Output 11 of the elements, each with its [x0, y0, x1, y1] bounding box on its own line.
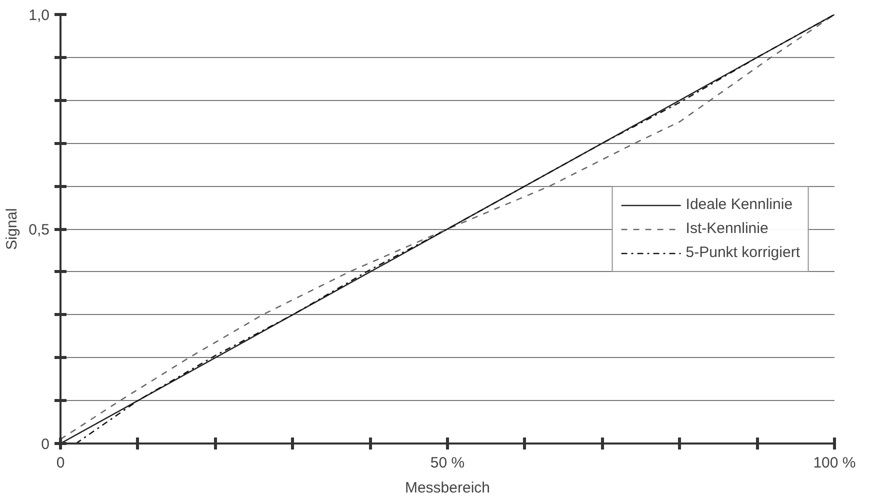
x-tick-label: 100 % — [813, 454, 856, 472]
legend-label: Ideale Kennlinie — [686, 196, 793, 213]
legend-label: Ist-Kennlinie — [686, 220, 768, 237]
x-axis-title: Messbereich — [404, 480, 490, 496]
y-tick-label: 1,0 — [28, 7, 50, 24]
y-tick-label: 0,5 — [28, 222, 50, 238]
x-tick-label: 0 — [56, 454, 65, 472]
y-axis-title: Signal — [4, 208, 21, 250]
y-tick-label: 0 — [41, 436, 50, 453]
x-tick-label: 50 % — [430, 454, 465, 472]
legend-label: 5-Punkt korrigiert — [686, 244, 800, 261]
